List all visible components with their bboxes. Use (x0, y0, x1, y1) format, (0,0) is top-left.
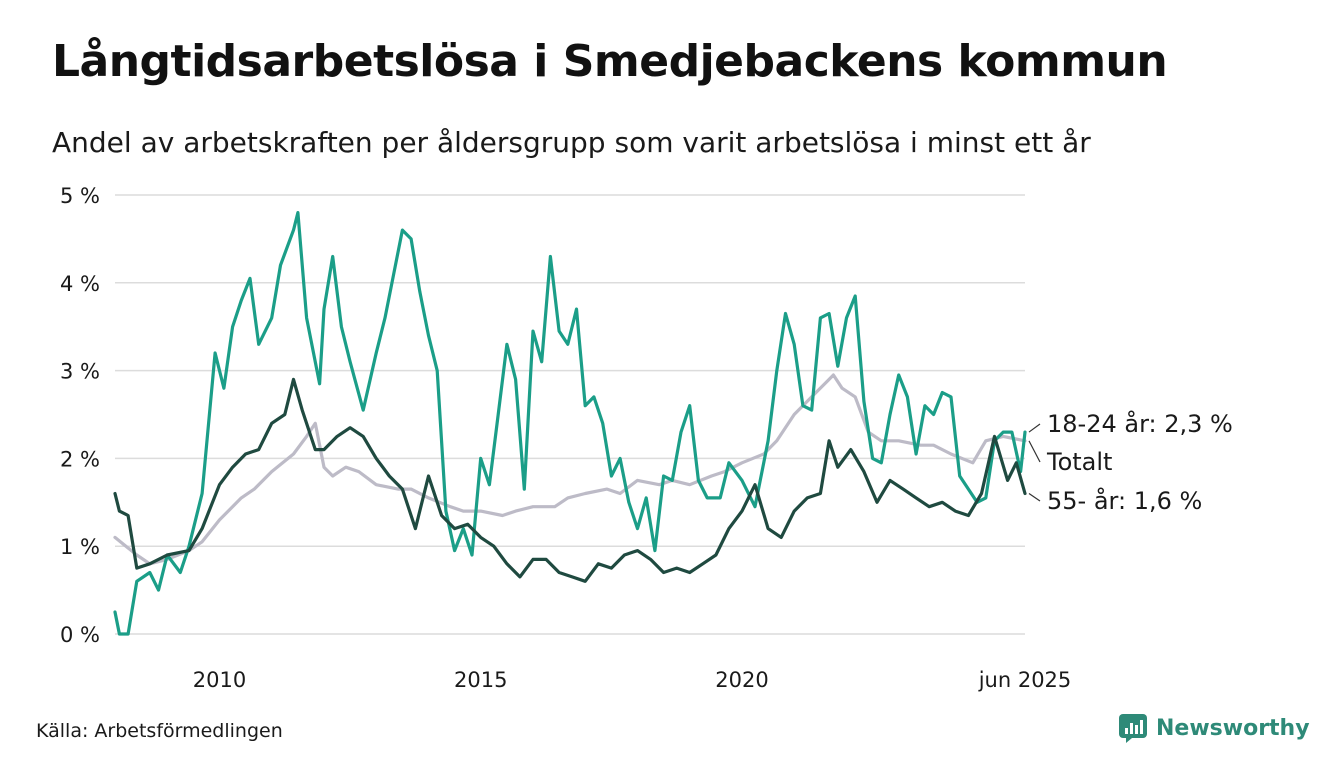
end-labels: 18-24 år: 2,3 % Totalt 55- år: 1,6 % (1028, 409, 1233, 515)
x-tick-label: 2015 (454, 668, 507, 692)
end-label: 18-24 år: 2,3 % (1047, 409, 1233, 438)
series-lines (113, 211, 1027, 636)
source-note: Källa: Arbetsförmedlingen (36, 720, 283, 742)
y-tick-label: 0 % (60, 623, 100, 647)
end-label-connector (1028, 440, 1041, 463)
y-tick-label: 3 % (60, 360, 100, 384)
end-label: 55- år: 1,6 % (1047, 486, 1202, 515)
x-tick-label: jun 2025 (978, 668, 1072, 692)
end-label-connector (1028, 493, 1041, 502)
y-tick-label: 2 % (60, 447, 100, 471)
end-label: Totalt (1046, 448, 1112, 476)
y-tick-label: 1 % (60, 535, 100, 559)
brand-logo: Newsworthy (1118, 713, 1310, 743)
series-line-18-24-r (113, 211, 1027, 636)
y-tick-label: 4 % (60, 272, 100, 296)
series-line-totalt (113, 373, 1027, 566)
newsworthy-logo-icon (1119, 714, 1147, 743)
y-tick-label: 5 % (60, 184, 100, 208)
x-tick-label: 2020 (715, 668, 768, 692)
chart-subtitle: Andel av arbetskraften per åldersgrupp s… (52, 126, 1091, 159)
y-axis-ticks: 0 % 1 % 2 % 3 % 4 % 5 % (60, 184, 100, 647)
brand-name: Newsworthy (1156, 715, 1310, 741)
series-line-55-r (113, 377, 1027, 583)
chart-title: Långtidsarbetslösa i Smedjebackens kommu… (52, 36, 1168, 87)
x-axis-ticks: 2010 2015 2020 jun 2025 (193, 668, 1072, 692)
x-tick-label: 2010 (193, 668, 246, 692)
end-label-connector (1028, 423, 1041, 433)
